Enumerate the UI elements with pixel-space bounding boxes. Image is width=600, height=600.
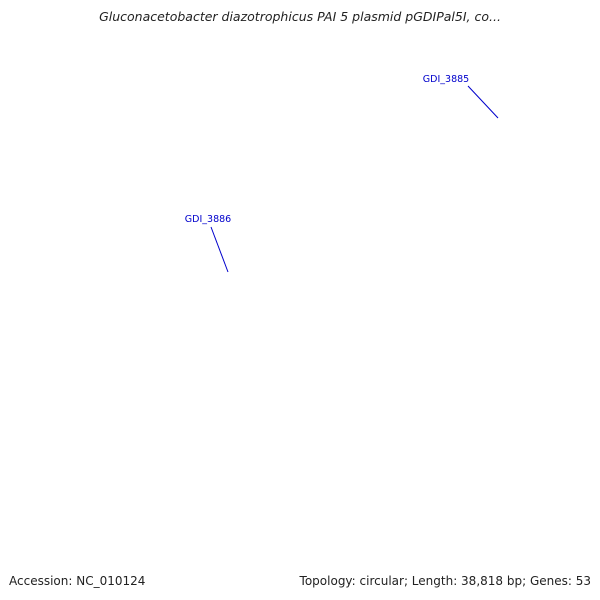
gene-label[interactable]: GDI_3886 — [185, 214, 231, 225]
topology-summary: Topology: circular; Length: 38,818 bp; G… — [299, 574, 591, 588]
gene-label-layer: GDI_3885 GDI_3886 — [185, 74, 499, 273]
gene-leader-line — [467, 85, 499, 119]
gene-label[interactable]: GDI_3885 — [423, 74, 469, 85]
gene-leader-line — [210, 226, 229, 273]
map-title: Gluconacetobacter diazotrophicus PAI 5 p… — [99, 9, 501, 24]
accession-label: Accession: NC_010124 — [9, 574, 146, 588]
